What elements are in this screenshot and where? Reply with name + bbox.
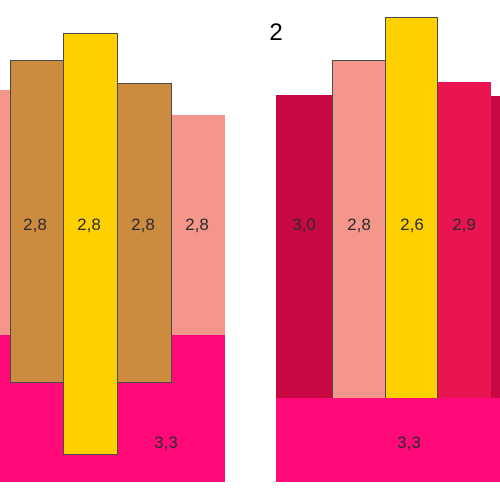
right-column-2	[332, 60, 388, 400]
left-column-3	[117, 83, 172, 383]
title: 2	[269, 19, 283, 46]
left-column-4-value: 2,8	[185, 215, 209, 234]
right-column-3-value: 2,6	[400, 215, 424, 234]
right-column-3	[385, 17, 438, 400]
left-column-1	[10, 60, 65, 383]
right-base-block	[276, 398, 500, 482]
left-base-value: 3,3	[154, 433, 178, 452]
right-column-1	[276, 95, 332, 400]
left-column-3-value: 2,8	[131, 215, 155, 234]
right-column-2-value: 2,8	[347, 215, 371, 234]
right-column-4-value: 2,9	[452, 215, 476, 234]
left-column-1-value: 2,8	[23, 215, 47, 234]
left-column-2	[63, 33, 118, 455]
right-base-value: 3,3	[397, 433, 421, 452]
right-column-5	[491, 96, 500, 400]
right-column-1-value: 3,0	[292, 215, 316, 234]
left-column-2-value: 2,8	[77, 215, 101, 234]
right-column-4	[438, 82, 491, 400]
left-column-4	[172, 115, 225, 335]
left-back-block	[0, 90, 10, 358]
